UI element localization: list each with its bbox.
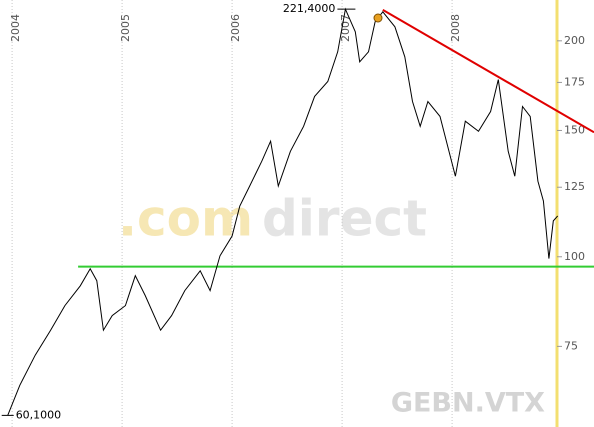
event-marker (373, 13, 383, 23)
x-tick-label: 2004 (9, 14, 22, 42)
symbol: GEBN.VTX (391, 388, 545, 419)
watermark-direct: direct (262, 190, 427, 248)
trend-line (382, 8, 594, 134)
x-tick-label: 2008 (449, 14, 462, 42)
y-tick-label: 175 (564, 75, 585, 88)
y-tick-label: 125 (564, 180, 585, 193)
y-tick-label: 100 (564, 250, 585, 263)
y-tick-label: 150 (564, 123, 585, 136)
price-line (7, 7, 559, 416)
x-tick-label: 2006 (229, 14, 242, 42)
annotation-label: 60,1000 (16, 408, 62, 421)
y-tick-label: 75 (564, 339, 578, 352)
x-tick-label: 2005 (119, 14, 132, 42)
y-tick-label: 200 (564, 34, 585, 47)
watermark-com: .com (118, 190, 253, 248)
x-tick-label: 2007 (339, 14, 352, 42)
annotation-label: 221,4000 (283, 2, 336, 15)
watermark: .com direct (118, 190, 427, 248)
